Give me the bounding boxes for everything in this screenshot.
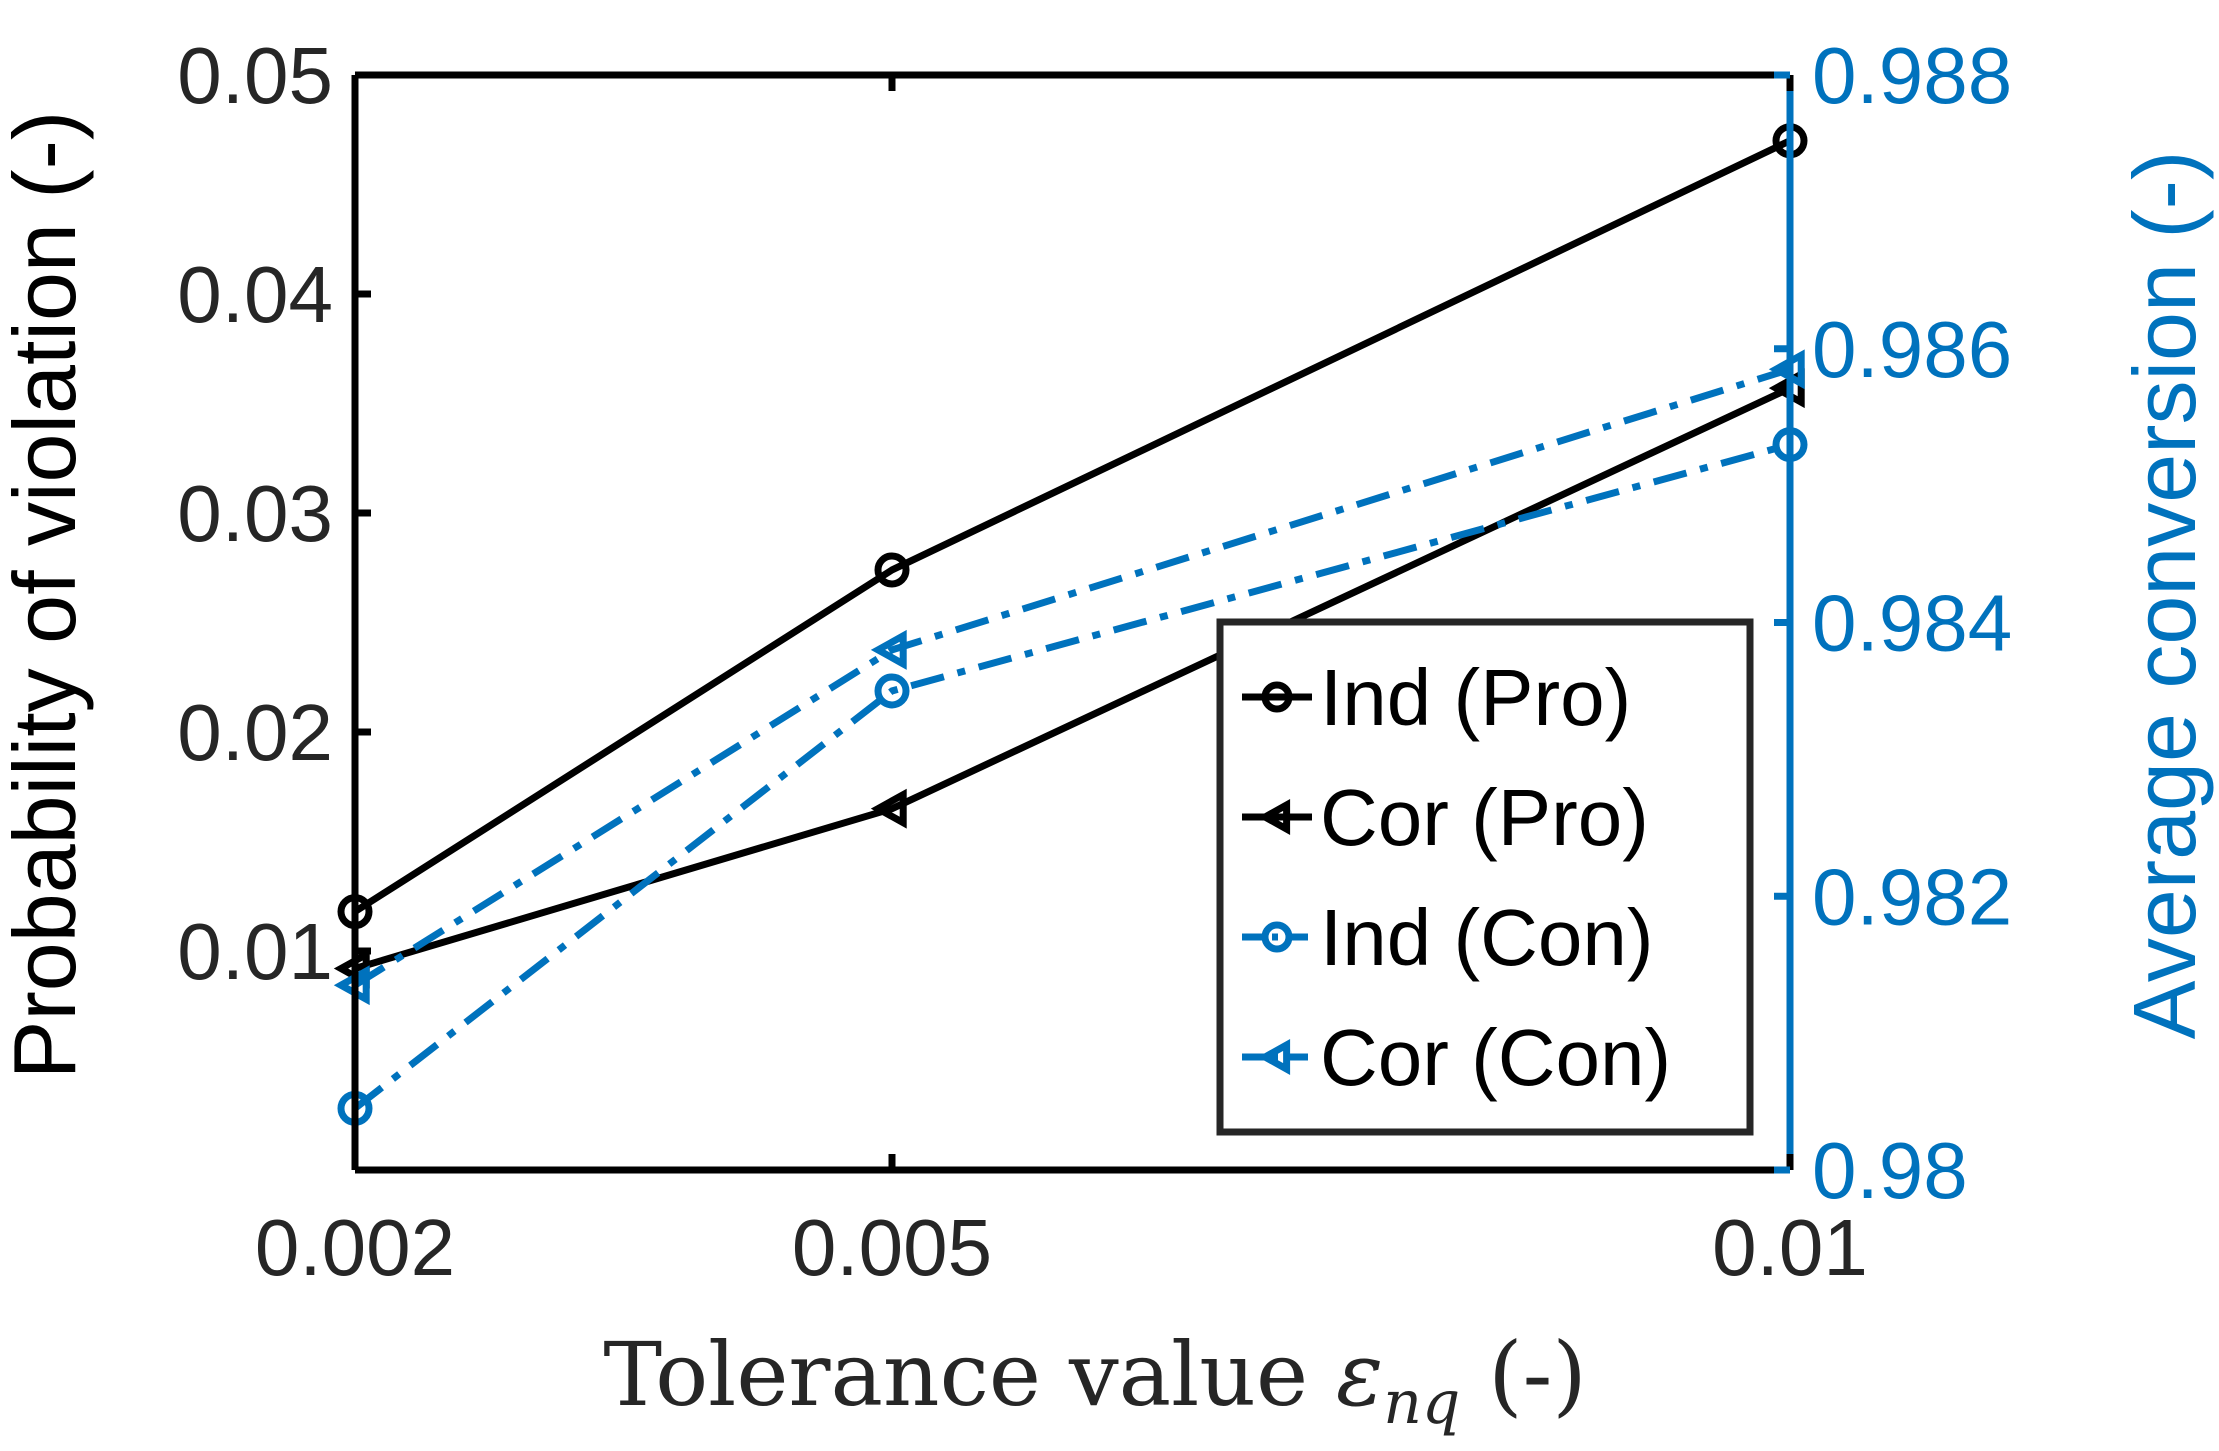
series-line bbox=[353, 137, 1792, 915]
axes-layer: 0.002 0.005 0.01 0.01 0.02 0.03 0.04 0.05 0.98 0.… bbox=[177, 31, 2012, 1292]
legend-marker bbox=[1261, 681, 1293, 713]
legend-entry: Ind (Con) bbox=[1242, 893, 1653, 982]
data-point-2 bbox=[870, 629, 907, 670]
y-right-tick-label: 0.98 bbox=[1812, 1126, 1968, 1215]
legend-label: Ind (Pro) bbox=[1320, 653, 1631, 742]
legend-label: Cor (Pro) bbox=[1320, 773, 1649, 862]
x-axis-label-symbol: ε bbox=[1336, 1323, 1383, 1426]
x-axis-label: Tolerance value εnq (-) bbox=[603, 1323, 1586, 1438]
legend-entry: Ind (Pro) bbox=[1242, 653, 1631, 742]
x-tick-label: 0.01 bbox=[1712, 1203, 1868, 1292]
x-axis-label-subscript: nq bbox=[1383, 1368, 1460, 1438]
legend-marker bbox=[1261, 921, 1293, 953]
y-left-tick-label: 0.01 bbox=[177, 907, 333, 996]
legend-label: Ind (Con) bbox=[1320, 893, 1653, 982]
legend-marker bbox=[1257, 799, 1291, 835]
legend-label: Cor (Con) bbox=[1320, 1013, 1671, 1102]
x-axis-label-suffix: (-) bbox=[1460, 1323, 1586, 1426]
y-right-tick-label: 0.982 bbox=[1812, 852, 2012, 941]
y-right-tick-label: 0.984 bbox=[1812, 579, 2012, 668]
series-line bbox=[354, 385, 1792, 972]
legend-entry: Cor (Con) bbox=[1242, 1013, 1671, 1102]
data-point-2 bbox=[874, 673, 910, 709]
data-point-2 bbox=[870, 788, 907, 829]
data-point-2 bbox=[874, 552, 910, 588]
x-tick-label: 0.005 bbox=[792, 1203, 992, 1292]
x-axis-label-main: Tolerance value bbox=[603, 1323, 1336, 1426]
y-right-tick-label: 0.986 bbox=[1812, 305, 2012, 394]
y-right-tick-label: 0.988 bbox=[1812, 31, 2012, 120]
legend-marker bbox=[1257, 1039, 1291, 1075]
series-line bbox=[353, 365, 1792, 989]
y-left-tick-label: 0.05 bbox=[177, 31, 333, 120]
series-line bbox=[352, 441, 1791, 1112]
y-left-tick-label: 0.04 bbox=[177, 250, 333, 339]
y-right-axis-label: Average conversion (-) bbox=[2115, 151, 2214, 1040]
y-left-tick-label: 0.03 bbox=[177, 469, 333, 558]
legend-entry: Cor (Pro) bbox=[1242, 773, 1649, 862]
legend-box bbox=[1216, 618, 1754, 1136]
legend: Ind (Pro) Cor (Pro) Ind (Con) Cor (Con) bbox=[1216, 618, 1754, 1136]
y-left-tick-label: 0.02 bbox=[177, 688, 333, 777]
y-left-axis-label: Probability of violation (-) bbox=[0, 111, 94, 1079]
x-tick-label: 0.002 bbox=[255, 1203, 455, 1292]
